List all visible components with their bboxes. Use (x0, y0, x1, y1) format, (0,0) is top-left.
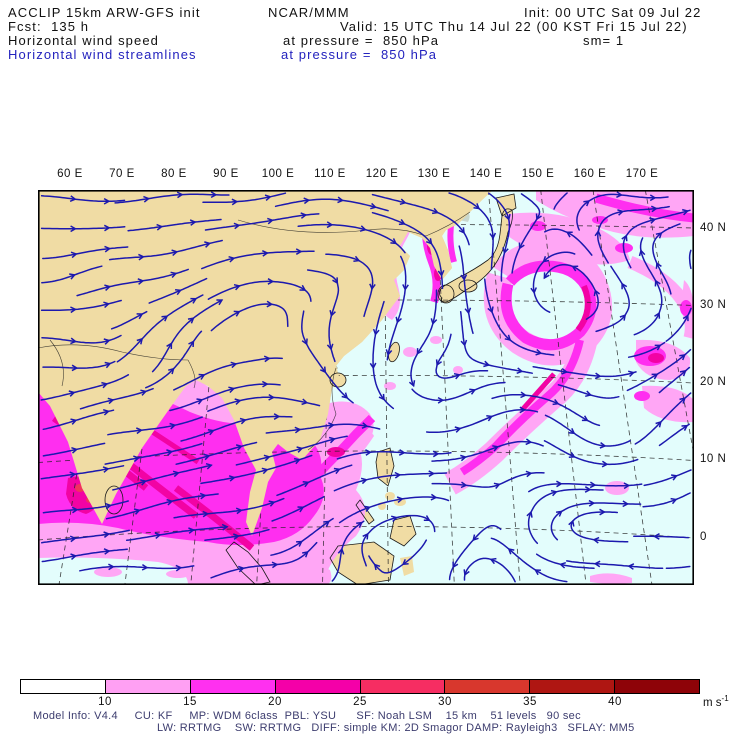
colorbar-tick: 25 (353, 696, 367, 708)
colorbar-segment (360, 680, 446, 693)
lon-tick-label: 150 E (521, 168, 555, 180)
map-canvas (38, 190, 694, 585)
lon-tick-label: 130 E (417, 168, 451, 180)
colorbar-segment (190, 680, 276, 693)
colorbar-tick: 30 (438, 696, 452, 708)
lat-tick-label: 0 (700, 531, 707, 543)
lat-tick-label: 30 N (700, 299, 727, 311)
wind-speed-colorbar (20, 679, 700, 694)
valid-time-label: Valid: 15 UTC Thu 14 Jul 22 (00 KST Fri … (340, 19, 688, 34)
lon-tick-label: 90 E (213, 168, 239, 180)
lon-tick-label: 60 E (57, 168, 83, 180)
lat-tick-label: 10 N (700, 453, 727, 465)
mindanao (390, 516, 416, 546)
colorbar-segment (445, 680, 531, 693)
colorbar-tick: 15 (183, 696, 197, 708)
sulawesi (400, 556, 414, 576)
model-title: ACCLIP 15km ARW-GFS init (8, 5, 201, 20)
colorbar-tick: 20 (268, 696, 282, 708)
lon-tick-label: 80 E (161, 168, 187, 180)
colorbar-tick: 35 (523, 696, 537, 708)
field1-label: Horizontal wind speed (8, 33, 160, 48)
colorbar-segment (615, 680, 699, 693)
forecast-hour-label: Fcst: 135 h (8, 19, 90, 34)
colorbar-tick: 40 (608, 696, 622, 708)
colorbar-segment (530, 680, 616, 693)
lon-tick-label: 170 E (625, 168, 659, 180)
model-info-line2: LW: RRTMG SW: RRTMG DIFF: simple KM: 2D … (157, 722, 635, 734)
shikoku (459, 280, 477, 292)
model-info-line1: Model Info: V4.4 CU: KF MP: WDM 6class P… (33, 710, 581, 722)
init-time-label: Init: 00 UTC Sat 09 Jul 22 (524, 5, 702, 20)
colorbar-segment (21, 680, 106, 693)
lon-tick-label: 100 E (261, 168, 295, 180)
lon-tick-label: 160 E (573, 168, 607, 180)
borneo (330, 542, 394, 585)
colorbar-segment (105, 680, 191, 693)
coastlines (38, 190, 517, 585)
lon-tick-label: 140 E (469, 168, 503, 180)
field2-label: Horizontal wind streamlines (8, 47, 197, 62)
org-label: NCAR/MMM (268, 5, 350, 20)
field1-level-label: at pressure = 850 hPa (283, 33, 440, 48)
taiwan (388, 342, 400, 362)
lon-tick-label: 110 E (314, 168, 346, 180)
map-frame (38, 190, 694, 585)
colorbar-segment (275, 680, 361, 693)
lon-tick-label: 70 E (109, 168, 135, 180)
colorbar-unit: m s-1 (703, 694, 729, 709)
lon-tick-label: 120 E (365, 168, 399, 180)
lat-tick-label: 40 N (700, 222, 727, 234)
smoothing-label: sm= 1 (583, 33, 625, 48)
japan (439, 208, 513, 302)
field2-level-label: at pressure = 850 hPa (281, 47, 438, 62)
lat-tick-label: 20 N (700, 376, 727, 388)
wind-streamlines (40, 191, 692, 583)
colorbar-tick: 10 (98, 696, 112, 708)
